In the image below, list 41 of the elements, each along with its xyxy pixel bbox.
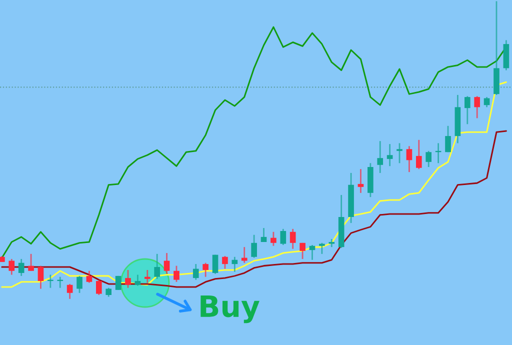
candlestick [66, 283, 73, 300]
candlestick [18, 258, 24, 277]
candlestick [76, 275, 82, 294]
candlestick [377, 140, 384, 174]
candlestick [309, 244, 316, 261]
candlestick [290, 228, 296, 250]
candlestick [164, 252, 170, 275]
candlestick [192, 263, 199, 281]
candlestick [484, 96, 490, 108]
candlestick [232, 256, 238, 272]
candlestick [241, 246, 248, 264]
candlestick [8, 258, 15, 276]
candlestick [115, 275, 122, 291]
annotation: Buy [200, 296, 260, 324]
candlestick [222, 255, 228, 270]
candlestick [134, 274, 141, 286]
candlestick [445, 125, 451, 153]
candlestick [260, 227, 267, 243]
candlestick [358, 168, 364, 194]
candlestick [416, 139, 422, 170]
candlestick [251, 234, 257, 258]
candlestick [144, 269, 150, 284]
candlestick [386, 143, 393, 167]
candlestick [96, 279, 102, 296]
candlestick [406, 145, 412, 173]
candlestick [174, 265, 180, 283]
candlestick [38, 265, 44, 290]
candlestick [154, 253, 160, 280]
candlestick [270, 231, 276, 247]
candlestick [212, 254, 218, 275]
candlestick [300, 242, 306, 260]
candlestick [426, 150, 432, 168]
candlestick [28, 253, 34, 272]
candlestick [474, 95, 480, 119]
candlestick [202, 262, 208, 278]
candlestick [125, 269, 131, 289]
candlestick [86, 270, 92, 284]
candlestick [396, 142, 402, 164]
candlestick [280, 228, 286, 246]
candlestick [464, 95, 470, 125]
candlestick [319, 242, 325, 255]
